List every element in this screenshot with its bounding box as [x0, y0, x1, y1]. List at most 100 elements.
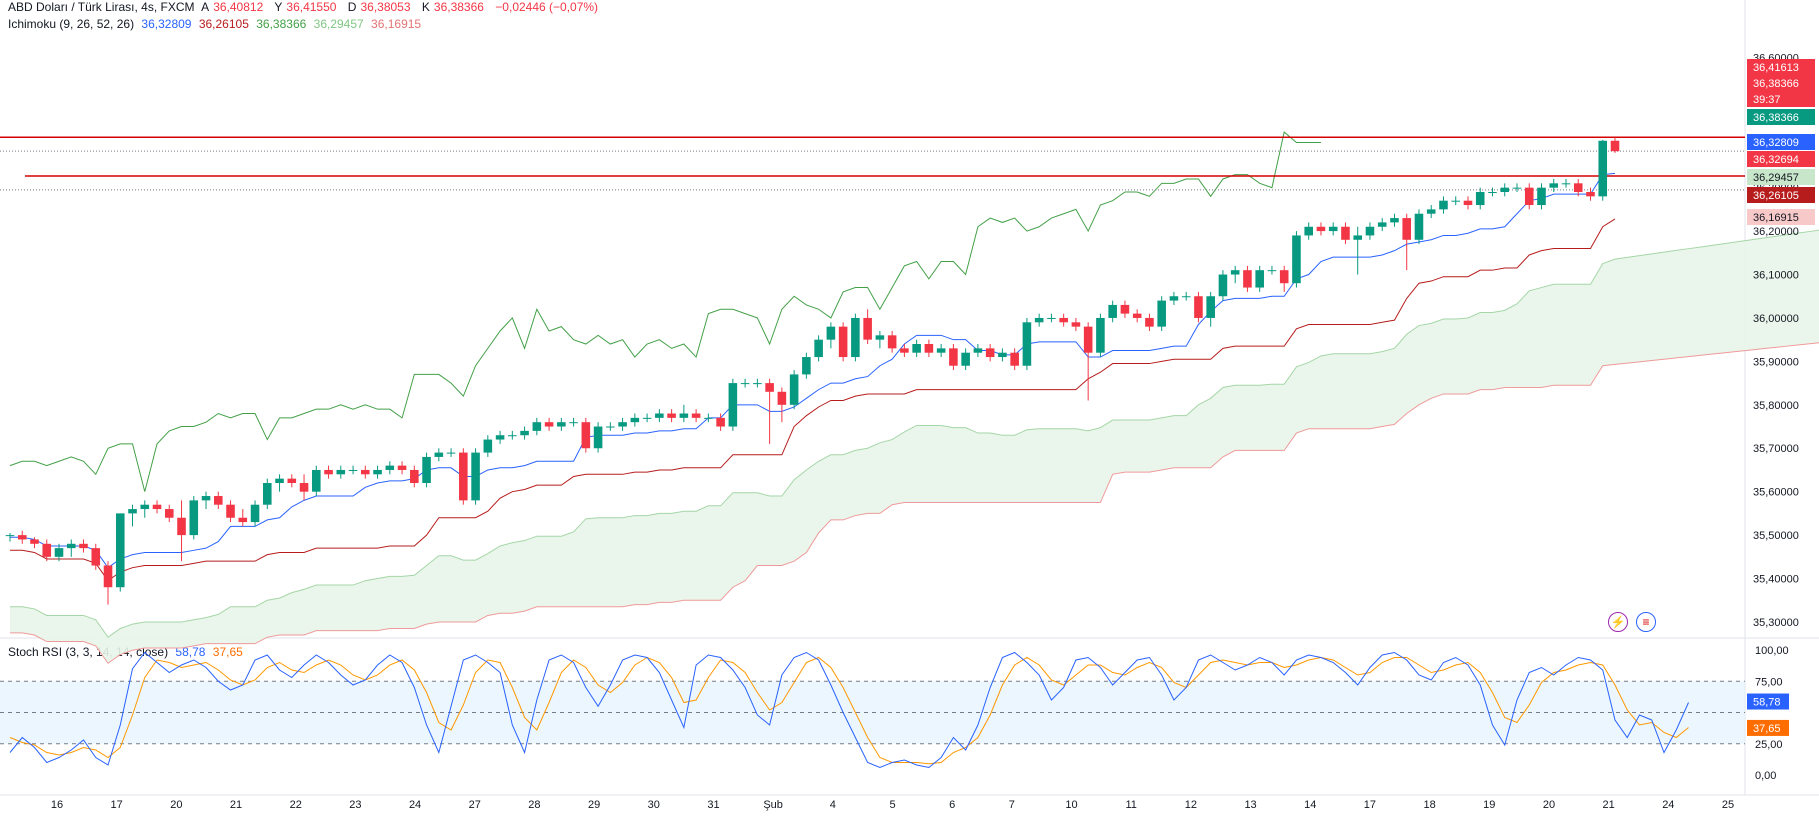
candle-body [1341, 226, 1350, 240]
stoch-rsi-d-line [9, 656, 1689, 765]
candle-body [569, 422, 578, 424]
candle-body [1243, 270, 1252, 288]
candle-body [912, 344, 921, 353]
candle-body [851, 317, 860, 358]
time-tick-label: 31 [707, 799, 719, 811]
candle-body [1316, 226, 1326, 232]
candle-body [936, 348, 946, 353]
candle-body [5, 535, 15, 537]
time-tick-label: 30 [648, 799, 660, 811]
rsi-tick-label: 25,00 [1755, 739, 1783, 751]
candle-body [1255, 270, 1264, 288]
candle-body [1267, 270, 1277, 272]
ichimoku-legend[interactable]: Ichimoku (9, 26, 52, 26) 36,32809 36,261… [8, 17, 425, 31]
candle-body [1549, 183, 1559, 188]
candle-body [1488, 192, 1497, 194]
stoch-rsi-d-value: 37,65 [212, 645, 243, 659]
price-label-box [1747, 75, 1815, 91]
candle-body [1598, 140, 1608, 197]
ichimoku-conversion-value: 36,32809 [141, 17, 192, 31]
rsi-label-box [1747, 719, 1789, 736]
price-label-box [1747, 134, 1815, 150]
time-tick-label: 14 [1304, 799, 1316, 811]
candle-body [900, 348, 909, 353]
candle-body [483, 439, 493, 453]
ichimoku-lines [9, 131, 1616, 582]
price-label-text: 39:37 [1753, 94, 1781, 106]
candle-body [1022, 322, 1032, 366]
candle-body [238, 517, 248, 523]
candle-body [30, 539, 39, 544]
candle-body [1537, 187, 1546, 206]
candle-body [1071, 322, 1081, 327]
candle-body [691, 413, 701, 418]
candle-body [128, 509, 137, 514]
horizontal-lines [0, 136, 1745, 191]
candle-body [1402, 218, 1412, 240]
change-value: −0,02446 (−0,07%) [495, 0, 599, 14]
candle-body [1230, 270, 1240, 275]
candle-body [557, 422, 566, 427]
time-tick-label: 22 [290, 799, 302, 811]
time-tick-label: 5 [889, 799, 895, 811]
price-label-text: 36,38366 [1753, 112, 1799, 124]
rsi-label-box [1747, 693, 1789, 710]
candle-body [606, 426, 615, 428]
ichimoku-lead-b-value: 36,16915 [371, 17, 422, 31]
price-tick-label: 36,20000 [1753, 226, 1799, 238]
grid [0, 0, 1819, 796]
lightning-icon[interactable]: ⚡ [1608, 612, 1628, 632]
price-label-box [1747, 109, 1815, 125]
candle-body [115, 513, 125, 588]
rsi-tick-label: 75,00 [1755, 676, 1783, 688]
candle-body [361, 469, 370, 475]
candle-body [875, 335, 885, 340]
candle-body [1169, 296, 1179, 301]
close-value: 36,38366 [433, 0, 484, 14]
candle-body [1218, 274, 1228, 297]
candle-body [54, 548, 64, 557]
price-label-box [1747, 187, 1815, 203]
candle-body [1083, 326, 1093, 353]
candle-body [140, 504, 150, 510]
candle-body [1132, 313, 1142, 318]
candle-body [520, 430, 529, 436]
rsi-tick-label: 0,00 [1755, 770, 1776, 782]
price-label-box [1747, 91, 1815, 107]
high-label: Y [274, 0, 283, 14]
low-value: 36,38053 [360, 0, 411, 14]
candle-body [1365, 226, 1375, 236]
candle-body [103, 565, 113, 588]
time-tick-label: 13 [1244, 799, 1256, 811]
candle-body [42, 543, 52, 557]
price-tick-label: 35,70000 [1753, 443, 1799, 455]
candle-body [1353, 235, 1362, 240]
price-label-text: 36,32694 [1753, 154, 1799, 166]
candle-body [1426, 209, 1436, 214]
candle-body [446, 452, 456, 454]
rsi-label-text: 37,65 [1753, 723, 1781, 735]
candle-body [593, 426, 603, 449]
candle-body [1108, 304, 1117, 318]
close-label: K [421, 0, 430, 14]
candle-body [1451, 200, 1461, 202]
candle-body [1390, 218, 1399, 223]
candle-body [1181, 296, 1191, 298]
candle-body [667, 413, 676, 418]
candle-body [655, 413, 664, 418]
us-flag-icon[interactable]: ≡ [1636, 612, 1656, 632]
candle-body [1524, 187, 1534, 206]
time-tick-label: 27 [469, 799, 481, 811]
candle-body [887, 335, 897, 349]
candle-body [66, 543, 76, 549]
candle-body [1120, 304, 1130, 314]
stoch-rsi-legend[interactable]: Stoch RSI (3, 3, 14, 14, close) 58,78 37… [8, 645, 247, 659]
time-tick-label: 21 [230, 799, 242, 811]
candle-body [1034, 317, 1044, 323]
ichimoku-lead-a-value: 36,29457 [313, 17, 364, 31]
candle-body [630, 417, 640, 423]
time-tick-label: 24 [1662, 799, 1674, 811]
candle-body [312, 469, 321, 492]
open-value: 36,40812 [213, 0, 264, 14]
